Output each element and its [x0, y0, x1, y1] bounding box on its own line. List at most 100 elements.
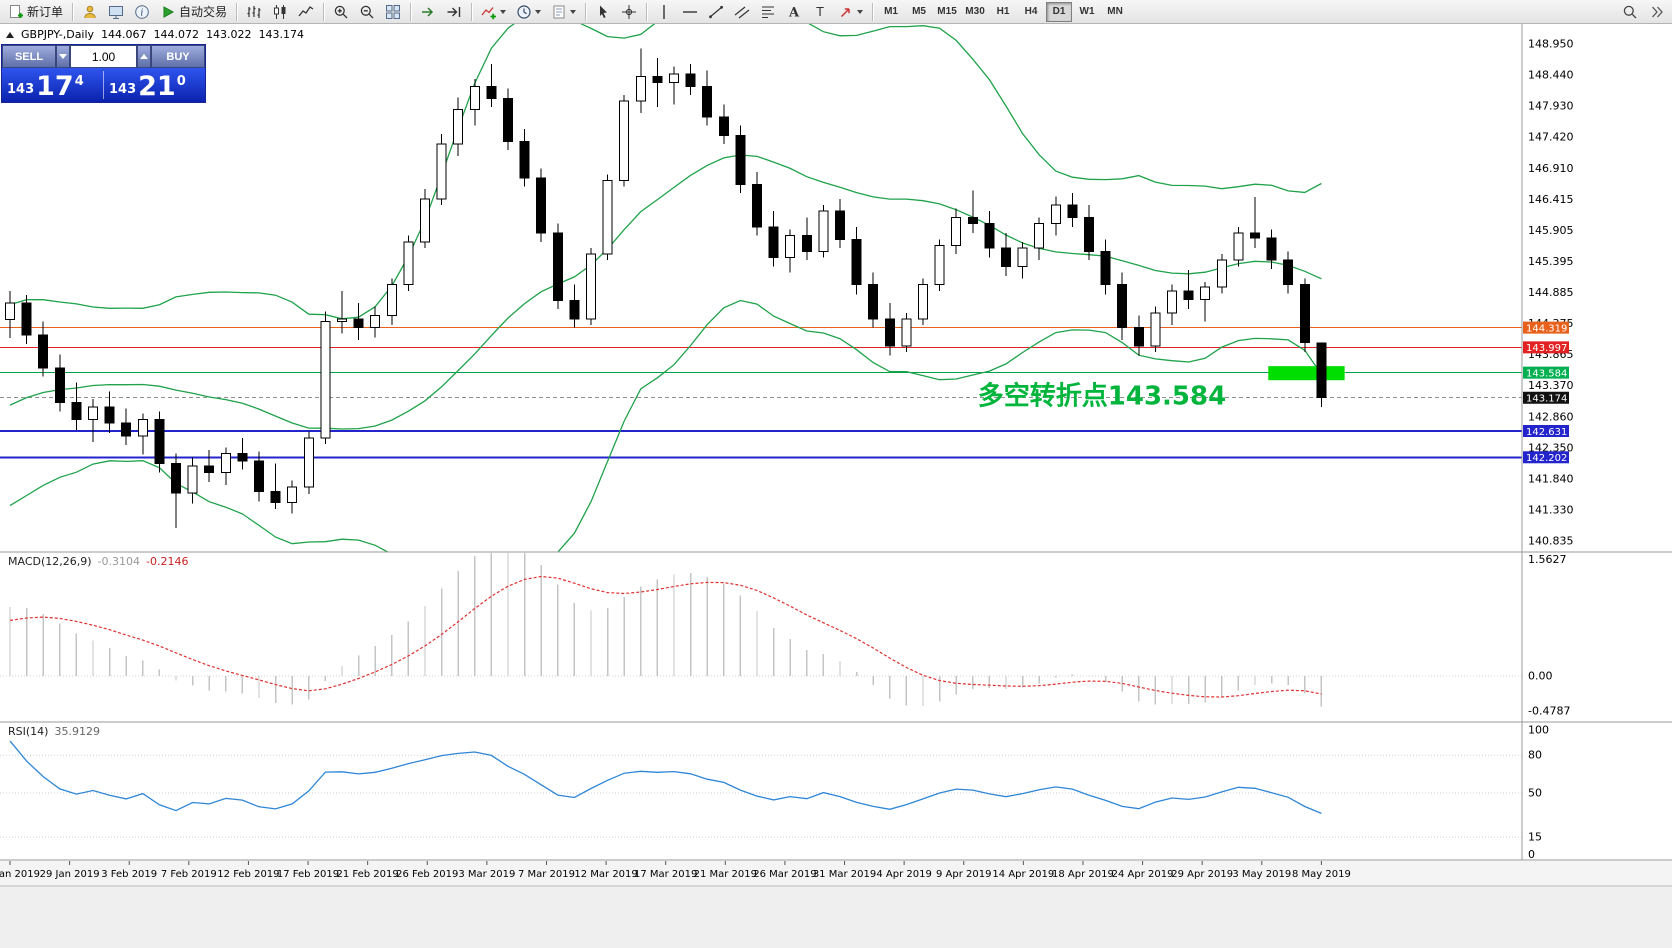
- label-icon: T: [812, 4, 828, 20]
- crosshair-button[interactable]: [617, 1, 641, 22]
- trendline-button[interactable]: [704, 1, 728, 22]
- tile-windows-button[interactable]: [381, 1, 405, 22]
- date-label: 29 Apr 2019: [1171, 869, 1233, 880]
- bull-candle: [320, 320, 331, 439]
- horizontal-line-button[interactable]: [678, 1, 702, 22]
- timeframe-w1-button[interactable]: W1: [1074, 2, 1100, 22]
- bid-price[interactable]: 143 17 4: [2, 68, 103, 102]
- rsi-scale-label: 0: [1528, 848, 1535, 861]
- date-label: 3 Mar 2019: [458, 869, 515, 880]
- chart-surface[interactable]: [0, 24, 1522, 860]
- price-scale-background: [1522, 24, 1672, 860]
- date-label: 12 Feb 2019: [217, 869, 279, 880]
- bear-candle: [735, 134, 746, 185]
- bar-chart-button[interactable]: [242, 1, 266, 22]
- timeframe-m5-button[interactable]: M5: [906, 2, 932, 22]
- volume-increase-button[interactable]: [137, 45, 151, 68]
- auto-scroll-button[interactable]: [416, 1, 440, 22]
- text-button[interactable]: A: [782, 1, 806, 22]
- equidistant-channel-button[interactable]: [730, 1, 754, 22]
- timeframe-h4-button[interactable]: H4: [1018, 2, 1044, 22]
- vertical-line-button[interactable]: [652, 1, 676, 22]
- bear-candle: [1084, 216, 1094, 253]
- bear-candle: [270, 491, 281, 504]
- price-scale-label: 142.860: [1528, 410, 1574, 423]
- svg-text:T: T: [815, 5, 824, 19]
- bear-candle: [1266, 237, 1277, 261]
- data-window-button[interactable]: i: [130, 1, 154, 22]
- toolbar-separator: [72, 2, 74, 21]
- buy-button[interactable]: BUY: [151, 45, 205, 68]
- bear-candle: [1001, 247, 1011, 267]
- zoom-out-button[interactable]: [355, 1, 379, 22]
- sell-button[interactable]: SELL: [2, 45, 56, 68]
- timeframe-d1-button[interactable]: D1: [1046, 1, 1073, 22]
- chart-high-value: 144.072: [153, 28, 200, 41]
- fibonacci-button[interactable]: [756, 1, 780, 22]
- indicators-button[interactable]: [477, 1, 510, 22]
- periods-button[interactable]: [512, 1, 545, 22]
- templates-icon: [551, 4, 567, 20]
- bull-candle: [1167, 290, 1177, 314]
- chart-shift-icon: [446, 4, 462, 20]
- chart-low-value: 143.022: [206, 28, 252, 41]
- toolbar-separator: [410, 2, 412, 21]
- date-label: 8 May 2019: [1292, 869, 1351, 880]
- bull-candle: [1216, 259, 1227, 288]
- bull-candle: [337, 318, 347, 322]
- panel-separators: [0, 24, 1672, 861]
- autotrading-button[interactable]: 自动交易: [156, 1, 231, 22]
- volume-input[interactable]: [70, 45, 137, 68]
- timeframe-m30-button[interactable]: M30: [962, 2, 988, 22]
- date-label: 17 Feb 2019: [277, 869, 339, 880]
- bull-candle: [901, 318, 912, 347]
- price-scale[interactable]: [1522, 24, 1672, 860]
- expand-button[interactable]: [1644, 1, 1668, 22]
- candle-chart-button[interactable]: [268, 1, 292, 22]
- bear-candle: [884, 318, 895, 347]
- arrows-icon: [838, 4, 854, 20]
- bid-pip: 4: [74, 74, 84, 89]
- one-click-toggle-icon[interactable]: [6, 31, 14, 38]
- templates-button[interactable]: [547, 1, 580, 22]
- bull-candle: [934, 244, 945, 286]
- bollinger-lower-band: [9, 299, 1322, 552]
- zoom-in-icon: [333, 4, 349, 20]
- bear-candle: [254, 460, 264, 493]
- bear-candle: [718, 116, 729, 136]
- date-label: 24 Jan 2019: [0, 869, 40, 880]
- timeframe-m15-button[interactable]: M15: [934, 2, 960, 22]
- line-chart-button[interactable]: [294, 1, 318, 22]
- market-watch-button[interactable]: [104, 1, 128, 22]
- price-badge: [1523, 341, 1569, 354]
- annotation-text: 多空转折点143.584: [978, 381, 1226, 412]
- timeframe-m1-button[interactable]: M1: [878, 2, 904, 22]
- bear-candle: [38, 334, 49, 369]
- timeframe-mn-button[interactable]: MN: [1102, 2, 1128, 22]
- macd-scale-label: 0.00: [1528, 670, 1553, 683]
- new-order-button[interactable]: 新订单: [4, 1, 67, 22]
- bear-candle: [685, 73, 696, 87]
- time-axis[interactable]: [0, 861, 1672, 886]
- label-button[interactable]: T: [808, 1, 832, 22]
- rsi-scale-label: 15: [1528, 831, 1542, 844]
- bull-candle: [1050, 204, 1061, 224]
- arrows-button[interactable]: [834, 1, 867, 22]
- bear-candle: [967, 216, 978, 224]
- volume-decrease-button[interactable]: [56, 45, 70, 68]
- bull-candle: [287, 486, 298, 504]
- cursor-button[interactable]: [591, 1, 615, 22]
- search-button[interactable]: [1618, 1, 1642, 22]
- ask-price[interactable]: 143 21 0: [104, 68, 205, 102]
- bear-candle: [171, 463, 181, 494]
- profiles-button[interactable]: [78, 1, 102, 22]
- autotrading-label: 自动交易: [179, 5, 228, 19]
- bull-candle: [303, 437, 314, 488]
- bear-candle: [1100, 251, 1111, 286]
- rsi-scale-label: 50: [1528, 787, 1542, 800]
- zoom-in-button[interactable]: [329, 1, 353, 22]
- chart-shift-button[interactable]: [442, 1, 466, 22]
- timeframe-h1-button[interactable]: H1: [990, 2, 1016, 22]
